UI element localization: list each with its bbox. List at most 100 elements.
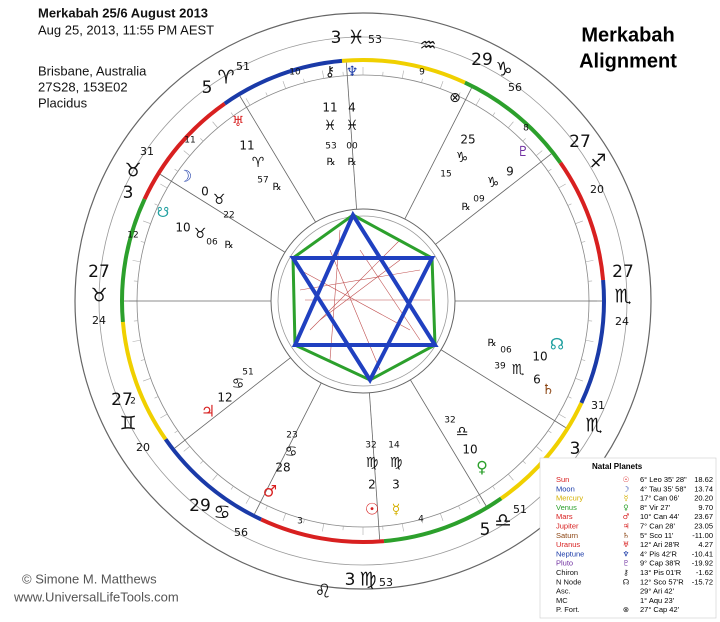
degree-tick bbox=[200, 460, 204, 464]
planet-label: 25 bbox=[460, 133, 475, 147]
cusp-label: 31 bbox=[591, 399, 605, 412]
row-name: Chiron bbox=[556, 568, 578, 577]
degree-tick bbox=[212, 121, 218, 129]
credit: www.UniversalLifeTools.com bbox=[13, 589, 179, 604]
row-name: Pluto bbox=[556, 559, 573, 568]
degree-tick bbox=[303, 78, 305, 83]
degree-tick bbox=[421, 519, 423, 524]
cusp-label: 27 bbox=[88, 262, 110, 282]
row-name: Asc. bbox=[556, 587, 571, 596]
cusp-label: ♏ bbox=[614, 286, 631, 308]
row-name: Uranus bbox=[556, 540, 580, 549]
house-cusp-line bbox=[404, 87, 472, 220]
planet-label: 53 bbox=[325, 142, 336, 152]
house-number: 2 bbox=[130, 397, 136, 407]
degree-tick bbox=[140, 359, 145, 361]
planet-label: 06 bbox=[206, 238, 218, 248]
row-speed: 9.70 bbox=[698, 503, 713, 512]
row-name: Mars bbox=[556, 512, 573, 521]
zodiac-band bbox=[464, 80, 563, 164]
degree-tick bbox=[140, 241, 145, 243]
degree-tick bbox=[322, 70, 325, 79]
planet-label: 11 bbox=[322, 101, 337, 115]
row-glyph: ♅ bbox=[623, 540, 630, 549]
planet-label: ♋ bbox=[285, 444, 298, 460]
row-speed: 20.20 bbox=[694, 494, 713, 503]
degree-tick bbox=[282, 81, 286, 89]
degree-tick bbox=[401, 70, 404, 79]
planet-label: 10 bbox=[462, 443, 477, 457]
planet-label: 15 bbox=[440, 170, 451, 180]
degree-tick bbox=[535, 150, 543, 156]
planet-label: 22 bbox=[223, 211, 234, 221]
star-triangle bbox=[289, 256, 436, 385]
degree-tick bbox=[458, 92, 461, 97]
planet-label: ☉ bbox=[365, 500, 379, 519]
ring bbox=[98, 36, 628, 566]
house-cusp-line bbox=[254, 382, 322, 515]
degree-tick bbox=[522, 460, 526, 464]
credit: © Simone M. Matthews bbox=[22, 571, 157, 586]
cusp-label: 20 bbox=[590, 183, 604, 196]
planet-table: Natal Planets Sun ☉ 6° Leo 35' 28" 18.62 Moon… bbox=[539, 457, 717, 619]
zodiac-band bbox=[558, 161, 606, 281]
cusp-label: ♐ bbox=[589, 151, 606, 173]
degree-tick bbox=[183, 446, 191, 452]
degree-tick bbox=[245, 496, 251, 504]
house-cusp-line bbox=[345, 62, 357, 210]
cusp-label: 56 bbox=[234, 526, 248, 539]
house-number: 12 bbox=[127, 231, 138, 241]
chart-place: Brisbane, Australia bbox=[38, 63, 147, 78]
house-number: 11 bbox=[184, 136, 195, 146]
chart-coordinates: 27S28, 153E02 bbox=[38, 79, 128, 94]
row-name: Venus bbox=[556, 503, 577, 512]
planet-label: ♅ bbox=[232, 114, 245, 130]
row-name: P. Fort. bbox=[556, 605, 580, 614]
degree-tick bbox=[160, 413, 168, 419]
house-system: Placidus bbox=[38, 95, 88, 110]
planet-label: ♆ bbox=[346, 64, 359, 80]
row-speed: 13.74 bbox=[694, 484, 713, 493]
planet-label: ⊗ bbox=[449, 90, 461, 106]
planet-label: ♑ bbox=[487, 175, 500, 191]
house-cusp-line bbox=[239, 95, 316, 223]
house-cusp-line bbox=[410, 379, 487, 507]
planet-label: ☽ bbox=[178, 167, 192, 186]
planet-label: ♉ bbox=[213, 192, 226, 208]
planet-label: 10 bbox=[175, 221, 190, 235]
planet-label: 2 bbox=[368, 478, 376, 492]
planet-label: ♋ bbox=[232, 376, 245, 392]
planet-label: 3 bbox=[392, 478, 400, 492]
row-glyph: ⊗ bbox=[623, 605, 629, 614]
degree-tick bbox=[440, 81, 444, 89]
ring bbox=[277, 215, 449, 387]
planet-label: ♓ bbox=[346, 118, 359, 134]
cusp-label: ♋ bbox=[213, 502, 230, 524]
row-glyph: ♂ bbox=[623, 512, 630, 521]
degree-tick bbox=[567, 203, 572, 206]
planet-label: 00 bbox=[346, 142, 358, 152]
degree-tick bbox=[303, 519, 305, 524]
row-position: 7° Can 28' bbox=[640, 521, 675, 530]
planet-label: ♈ bbox=[252, 155, 265, 171]
degree-tick bbox=[282, 513, 286, 521]
degree-tick bbox=[174, 430, 179, 434]
row-position: 9° Cap 38'R bbox=[640, 559, 681, 568]
house-number: 4 bbox=[418, 515, 424, 525]
house-cusp-line bbox=[174, 357, 291, 449]
degree-tick bbox=[401, 523, 404, 532]
planet-label: ♃ bbox=[201, 402, 215, 421]
cusp-label: 53 bbox=[379, 576, 393, 589]
degree-tick bbox=[558, 413, 566, 419]
house-number: 9 bbox=[419, 68, 425, 78]
cusp-label: 24 bbox=[615, 315, 629, 328]
cusp-label: 51 bbox=[236, 60, 250, 73]
cusp-label: ♍ bbox=[359, 569, 376, 591]
planet-label: 09 bbox=[473, 195, 485, 205]
house-cusp-line bbox=[160, 174, 286, 253]
degree-tick bbox=[508, 121, 514, 129]
planet-label: 6 bbox=[533, 373, 541, 387]
degree-tick bbox=[160, 183, 168, 189]
row-speed: 23.67 bbox=[694, 512, 713, 521]
ring bbox=[74, 12, 652, 590]
